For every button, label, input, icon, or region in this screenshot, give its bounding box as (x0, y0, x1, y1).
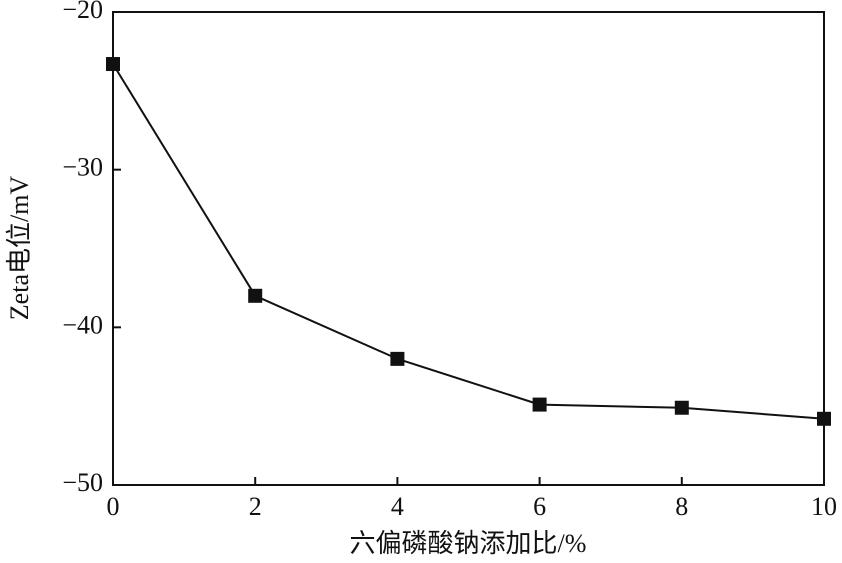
y-tick-label: −50 (62, 468, 103, 497)
data-line (112, 63, 825, 420)
y-axis-label: Zeta电位/mV (5, 176, 34, 321)
marker (248, 288, 263, 303)
marker (674, 400, 689, 415)
x-tick-label: 0 (107, 492, 120, 521)
marker (390, 351, 405, 366)
y-tick-label: −40 (62, 310, 103, 339)
x-tick-label: 4 (391, 492, 404, 521)
x-tick-label: 10 (811, 492, 837, 521)
x-tick-label: 6 (533, 492, 546, 521)
marker (106, 57, 120, 72)
x-tick-label: 8 (675, 492, 688, 521)
x-axis-label: 六偏磷酸钠添加比/% (350, 529, 587, 558)
x-tick-label: 2 (249, 492, 262, 521)
marker (817, 411, 831, 426)
y-tick-label: −20 (62, 0, 103, 24)
plot-frame (112, 11, 825, 486)
marker (532, 397, 547, 412)
y-tick-label: −30 (62, 153, 103, 182)
